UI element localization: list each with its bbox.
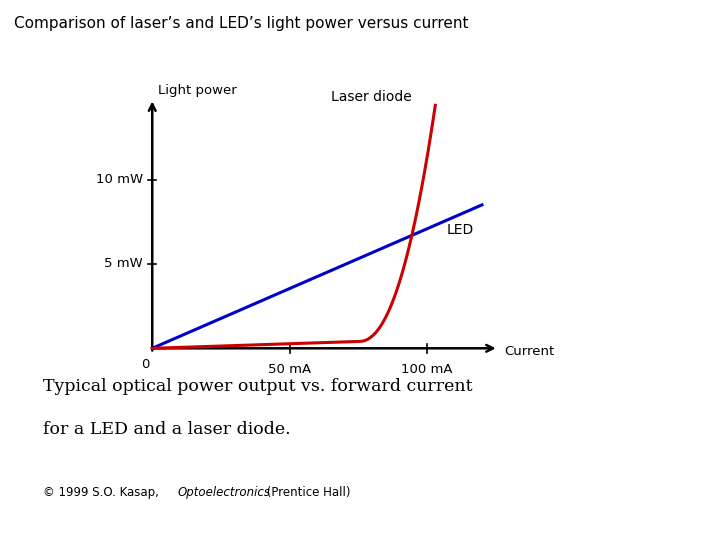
Text: Optoelectronics: Optoelectronics: [178, 486, 271, 499]
Text: for a LED and a laser diode.: for a LED and a laser diode.: [43, 421, 291, 438]
Text: Laser diode: Laser diode: [331, 90, 412, 104]
Text: 50 mA: 50 mA: [268, 363, 311, 376]
Text: 100 mA: 100 mA: [401, 363, 453, 376]
Text: 5 mW: 5 mW: [104, 258, 143, 271]
Text: Current: Current: [504, 345, 554, 358]
Text: © 1999 S.O. Kasap,: © 1999 S.O. Kasap,: [43, 486, 163, 499]
Text: Light power: Light power: [158, 84, 236, 97]
Text: Comparison of laser’s and LED’s light power versus current: Comparison of laser’s and LED’s light po…: [14, 16, 469, 31]
Text: LED: LED: [446, 223, 474, 237]
Text: (Prentice Hall): (Prentice Hall): [263, 486, 351, 499]
Text: 10 mW: 10 mW: [96, 173, 143, 186]
Text: Typical optical power output vs. forward current: Typical optical power output vs. forward…: [43, 378, 473, 395]
Text: 0: 0: [141, 357, 150, 370]
